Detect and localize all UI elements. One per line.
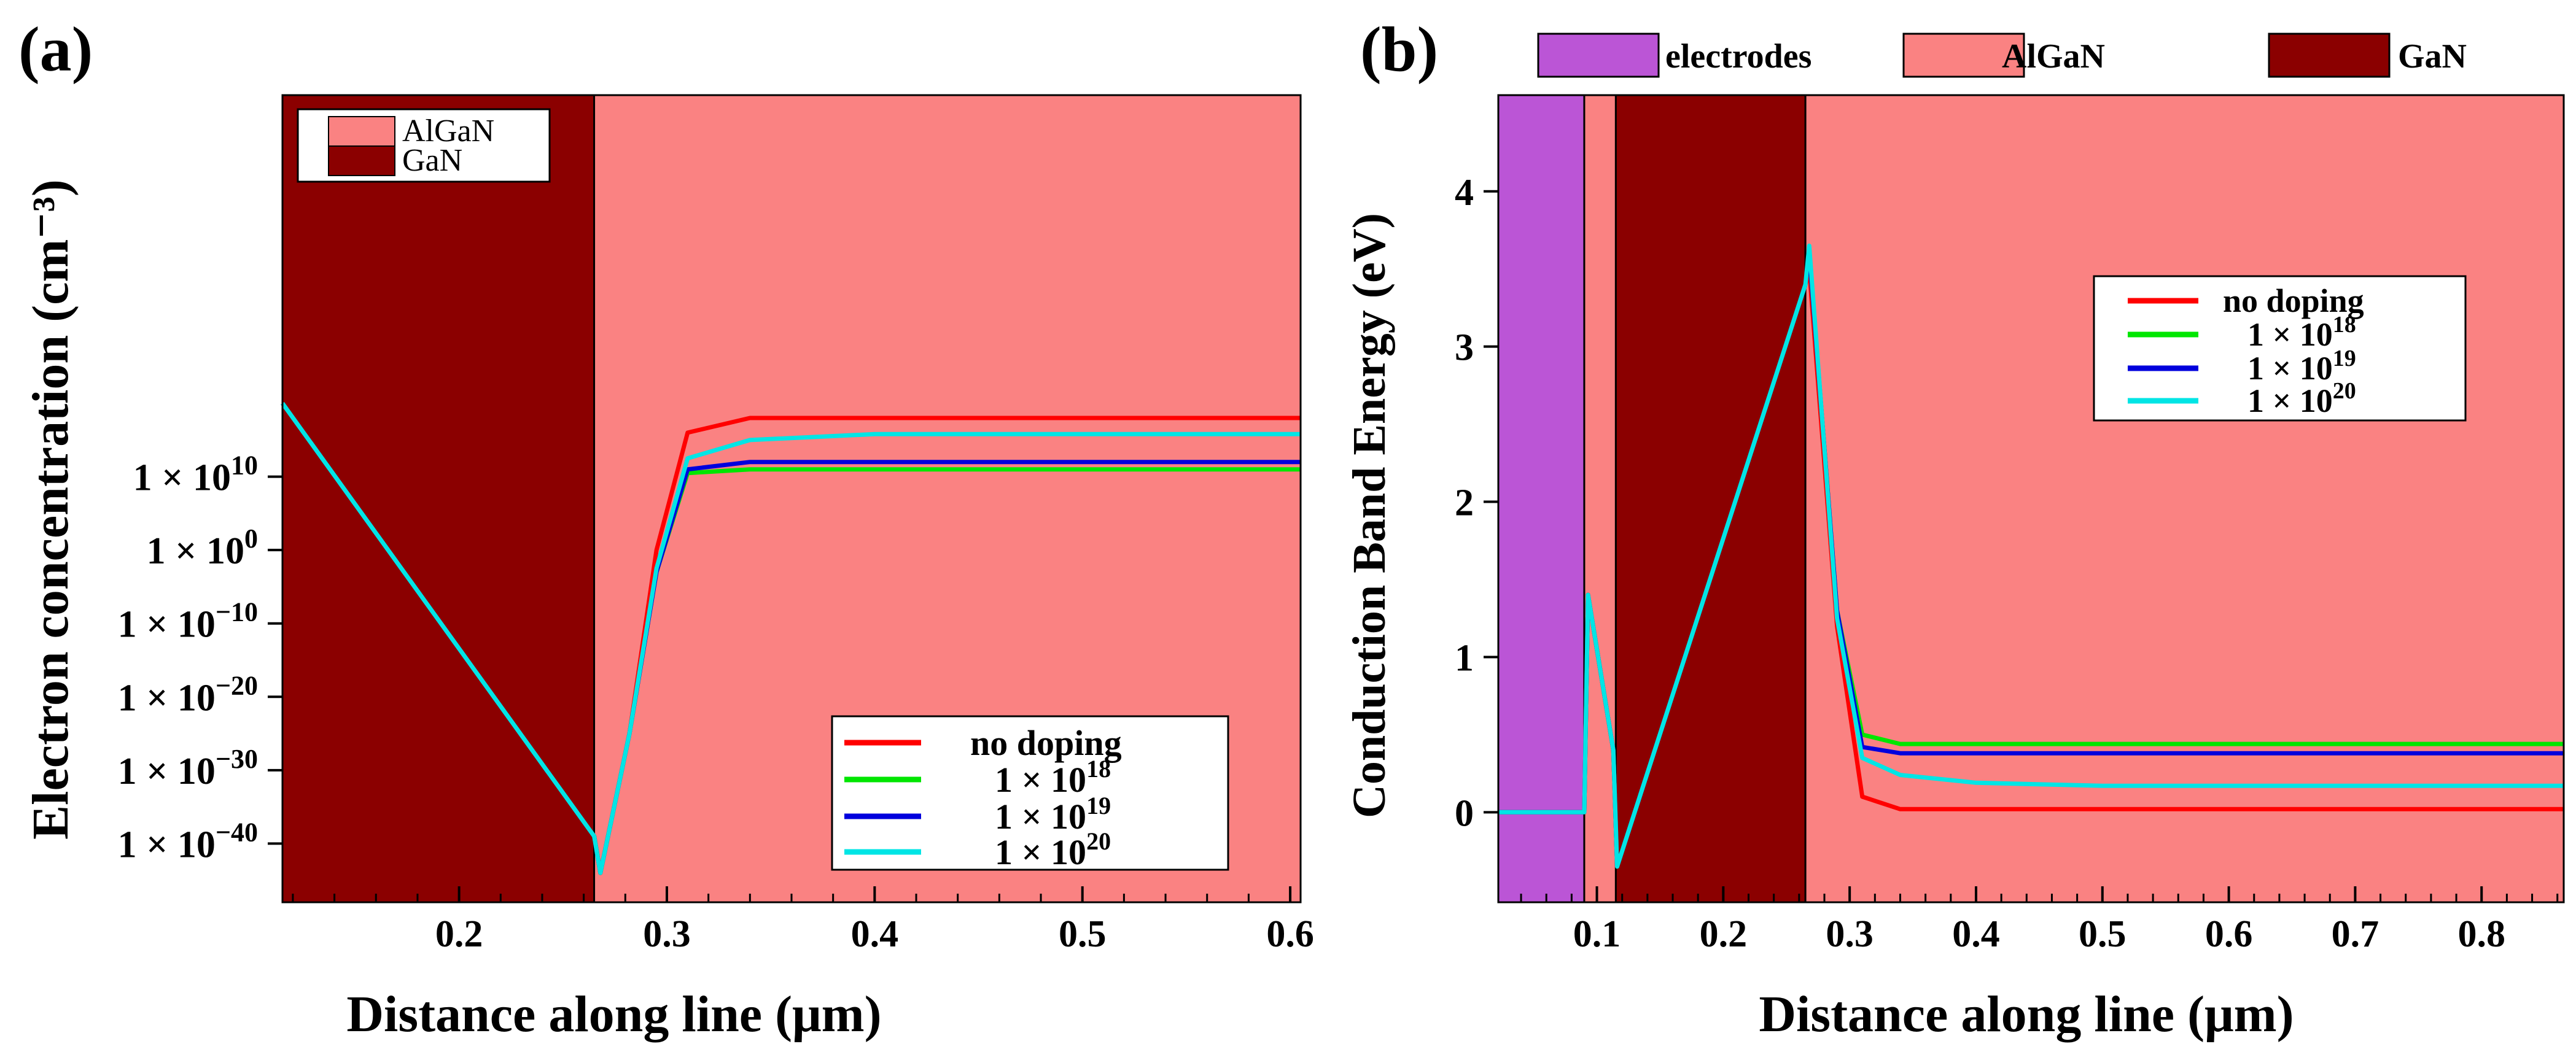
panel-a-label: (a) xyxy=(18,14,93,85)
legend-label-1e18: 1 × 1018 xyxy=(995,755,1111,800)
x-tick-label: 0.2 xyxy=(1700,913,1748,955)
x-tick-label: 0.3 xyxy=(1826,913,1874,955)
y-tick-label: 1 xyxy=(1455,637,1474,679)
panel-b-series-legend: no doping 1 × 1018 1 × 1019 1 × 1020 xyxy=(2093,275,2467,422)
legend-label-1e19: 1 × 1019 xyxy=(995,792,1111,837)
y-tick-label: 4 xyxy=(1455,172,1474,214)
legend-b-label-1e19: 1 × 1019 xyxy=(2247,346,2356,387)
gan-swatch xyxy=(328,145,395,176)
material-legend-algan: AlGaN xyxy=(402,114,494,149)
panel-a-material-legend: AlGaN GaN xyxy=(297,108,551,183)
legend-b-label-1e18: 1 × 1018 xyxy=(2247,312,2356,353)
panel-a-x-axis-title: Distance along line (μm) xyxy=(346,986,881,1043)
y-tick-label: 1 × 10−40 xyxy=(118,817,258,865)
panel-a-x-ticks: 0.2 0.3 0.4 0.5 0.6 xyxy=(292,886,1314,955)
x-tick-label: 0.5 xyxy=(1059,913,1107,955)
region-algan-1 xyxy=(1583,94,1617,903)
y-tick-label: 0 xyxy=(1455,792,1474,834)
panel-a-series xyxy=(281,402,1301,875)
x-tick-label: 0.3 xyxy=(643,913,691,955)
legend-b-label-no-doping: no doping xyxy=(2223,282,2364,319)
x-tick-label: 0.6 xyxy=(1266,913,1314,955)
x-tick-label: 0.7 xyxy=(2332,913,2379,955)
electrodes-swatch xyxy=(1537,33,1660,78)
series-line-1-10-20 xyxy=(1498,243,2564,869)
y-tick-label: 1 × 10−20 xyxy=(118,670,258,719)
panel-b: (b) electrodes AlGaN GaN 0.1 0.2 0.3 0.4 0.5… xyxy=(1344,14,2565,1043)
y-tick-label: 1 × 10−30 xyxy=(118,744,258,792)
panel-a-y-ticks: 1 × 1010 1 × 100 1 × 10−10 1 × 10−20 1 × 10−… xyxy=(118,451,282,865)
legend-b-label-1e20: 1 × 1020 xyxy=(2247,378,2356,419)
plot-frame xyxy=(1497,94,2565,903)
y-tick-label: 3 xyxy=(1455,327,1474,369)
legend-label-no-doping: no doping xyxy=(970,723,1122,763)
x-tick-label: 0.4 xyxy=(1952,913,2000,955)
panel-b-frame xyxy=(1497,94,2565,903)
x-tick-label: 0.4 xyxy=(851,913,899,955)
region-electrodes-0 xyxy=(1497,94,1586,903)
x-tick-label: 0.8 xyxy=(2457,913,2505,955)
material-legend-algan-b: AlGaN xyxy=(2002,37,2105,75)
panel-a-y-axis-title: Electron concentration (cm⁻³) xyxy=(22,179,79,840)
panel-b-series xyxy=(1498,243,2564,869)
panel-b-x-axis-title: Distance along line (μm) xyxy=(1759,986,2294,1043)
material-legend-gan-b: GaN xyxy=(2398,37,2467,75)
legend-label-1e20: 1 × 1020 xyxy=(995,827,1111,872)
algan-swatch-b xyxy=(1902,33,2025,78)
panel-b-y-axis-title: Conduction Band Energy (eV) xyxy=(1344,213,1395,818)
material-legend-gan: GaN xyxy=(402,143,462,178)
y-tick-label: 1 × 1010 xyxy=(133,451,258,499)
x-tick-label: 0.1 xyxy=(1573,913,1621,955)
algan-swatch xyxy=(328,116,395,147)
panel-b-x-ticks: 0.1 0.2 0.3 0.4 0.5 0.6 0.7 0.8 xyxy=(1520,886,2559,955)
panel-a-series-legend: no doping 1 × 1018 1 × 1019 1 × 1020 xyxy=(831,715,1229,872)
gan-swatch-b xyxy=(2268,33,2391,78)
region-algan-3 xyxy=(1804,94,2565,903)
y-tick-label: 1 × 100 xyxy=(147,524,258,572)
x-tick-label: 0.5 xyxy=(2079,913,2127,955)
panel-b-material-legend: electrodes AlGaN GaN xyxy=(1537,33,2467,78)
panel-b-material-regions xyxy=(1497,94,2565,903)
material-legend-electrodes: electrodes xyxy=(1665,37,1811,75)
panel-b-label: (b) xyxy=(1360,14,1438,85)
y-tick-label: 2 xyxy=(1455,482,1474,524)
x-tick-label: 0.6 xyxy=(2205,913,2253,955)
series-line-1-10-20 xyxy=(281,402,1301,875)
x-tick-label: 0.2 xyxy=(435,913,483,955)
region-gan-0 xyxy=(281,94,596,903)
y-tick-label: 1 × 10−10 xyxy=(118,597,258,646)
panel-b-y-ticks: 0 1 2 3 4 xyxy=(1455,172,1498,834)
